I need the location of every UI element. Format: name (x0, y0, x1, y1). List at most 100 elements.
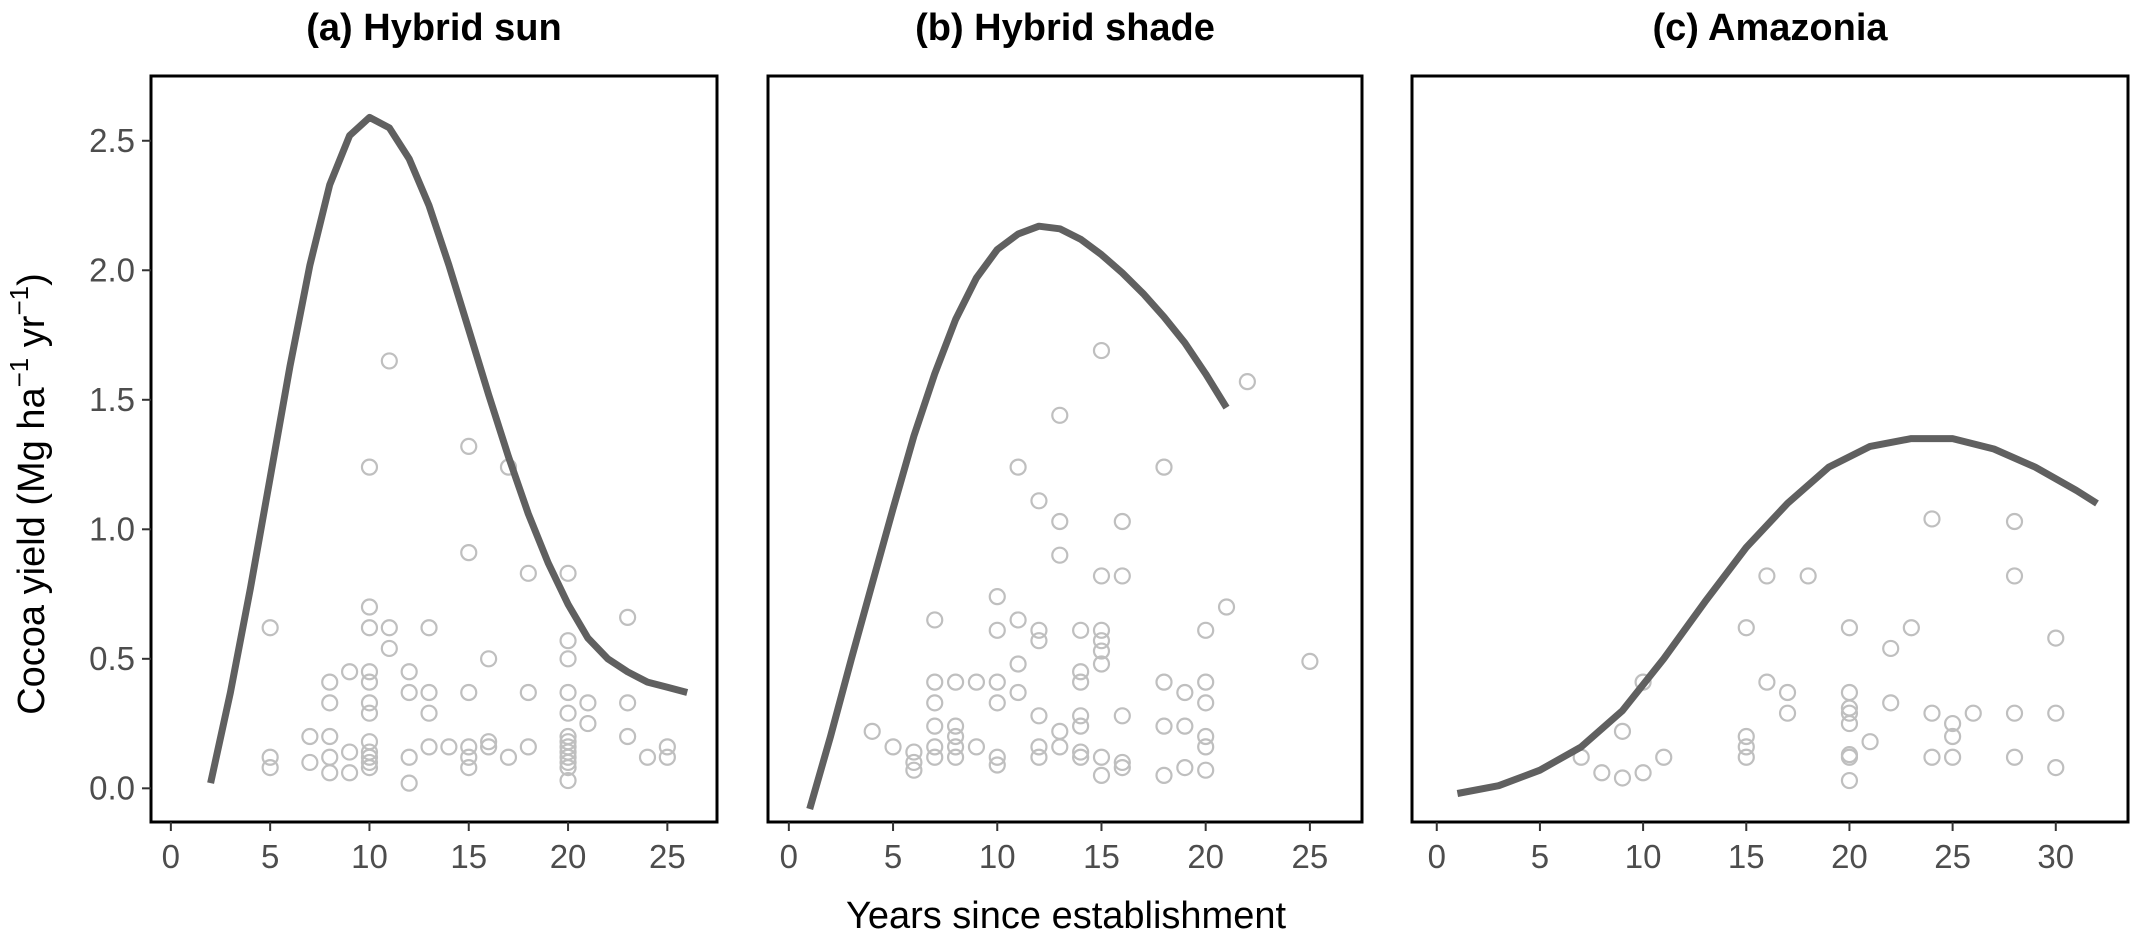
scatter-point (884, 738, 902, 756)
y-tick-label: 2.0 (89, 251, 135, 288)
scatter-point (460, 759, 478, 777)
scatter-point (2047, 629, 2065, 647)
scatter-point (1092, 621, 1111, 639)
scatter-point (1613, 769, 1632, 787)
scatter-point (1009, 655, 1027, 673)
x-tick-label: 5 (884, 838, 902, 875)
scatter-point (1840, 704, 1859, 722)
scatter-point (2005, 567, 2024, 585)
scatter-point (360, 619, 379, 637)
x-tick-label: 0 (162, 838, 180, 875)
scatter-point (1301, 652, 1319, 671)
scatter-point (1861, 733, 1879, 751)
scatter-point (460, 748, 478, 766)
scatter-point (926, 717, 944, 735)
scatter-point (1840, 748, 1859, 766)
panel-title: (b) Hybrid shade (915, 7, 1215, 49)
x-tick-label: 20 (550, 838, 587, 875)
scatter-point (988, 694, 1006, 712)
scatter-point (967, 738, 986, 756)
scatter-point (619, 727, 637, 746)
scatter-point (1092, 748, 1111, 766)
scatter-point (946, 727, 965, 746)
scatter-point (1072, 673, 1090, 691)
scatter-point (1197, 621, 1215, 639)
scatter-point (559, 683, 577, 702)
scatter-point (1155, 458, 1173, 476)
scatter-point (360, 704, 379, 722)
x-tick-label: 25 (649, 838, 686, 875)
scatter-point (1944, 727, 1962, 746)
scatter-point (420, 683, 438, 702)
scatter-point (1944, 748, 1962, 766)
scatter-point (1009, 611, 1027, 629)
y-tick-label: 1.5 (89, 381, 135, 418)
scatter-point (2005, 704, 2024, 722)
x-tick-label: 25 (1934, 838, 1971, 875)
scatter-point (905, 761, 923, 779)
fitted-curve (806, 222, 1230, 810)
y-tick-label: 2.5 (89, 122, 135, 159)
scatter-point (988, 673, 1006, 691)
scatter-point (579, 694, 597, 712)
x-tick-label: 15 (450, 838, 487, 875)
scatter-point (1840, 771, 1859, 790)
scatter-point (1778, 704, 1797, 722)
scatter-point (1092, 567, 1111, 585)
scatter-points (863, 341, 1319, 784)
scatter-point (2047, 704, 2065, 722)
scatter-point (321, 673, 339, 691)
y-axis-label-sup1: −1 (4, 358, 34, 388)
scatter-point (360, 759, 379, 777)
scatter-point (1030, 707, 1048, 725)
scatter-point (1072, 707, 1090, 725)
scatter-point (988, 621, 1006, 639)
scatter-point (946, 738, 965, 756)
scatter-point (1882, 694, 1900, 712)
scatter-point (1593, 764, 1611, 782)
scatter-point (658, 738, 676, 756)
scatter-point (1113, 759, 1131, 777)
scatter-point (1092, 766, 1111, 784)
scatter-point (559, 771, 577, 790)
scatter-point (1113, 753, 1131, 772)
scatter-point (340, 663, 359, 681)
scatter-point (400, 663, 418, 681)
y-tick-label: 0.5 (89, 640, 135, 677)
scatter-point (440, 738, 458, 756)
scatter-point (1072, 663, 1090, 681)
scatter-point (1030, 738, 1048, 756)
scatter-point (1030, 621, 1048, 639)
x-tick-label: 15 (1083, 838, 1120, 875)
scatter-point (967, 673, 986, 691)
fitted-curve (1456, 435, 2099, 797)
scatter-point (261, 759, 279, 777)
scatter-point (1155, 717, 1173, 735)
x-tick-label: 15 (1728, 838, 1765, 875)
scatter-point (1758, 673, 1776, 691)
scatter-point (1197, 673, 1215, 691)
scatter-point (1882, 639, 1900, 658)
scatter-point (1009, 683, 1027, 702)
scatter-point (1923, 510, 1941, 528)
scatter-point (1737, 738, 1755, 756)
scatter-point (1155, 673, 1173, 691)
panel-title: (a) Hybrid sun (306, 7, 561, 49)
scatter-point (559, 632, 577, 650)
scatter-point (559, 748, 577, 766)
y-axis-label-close: ) (11, 273, 53, 286)
panel-frame (1410, 74, 2130, 824)
scatter-point (559, 759, 577, 777)
fitted-curve (207, 113, 689, 784)
scatter-point (926, 611, 944, 629)
scatter-point (1092, 341, 1111, 360)
panel-frame (766, 74, 1364, 824)
scatter-point (1072, 748, 1090, 766)
scatter-point (988, 756, 1006, 774)
scatter-point (519, 738, 537, 756)
scatter-point (926, 748, 944, 766)
scatter-point (1155, 766, 1173, 784)
scatter-point (519, 564, 537, 582)
